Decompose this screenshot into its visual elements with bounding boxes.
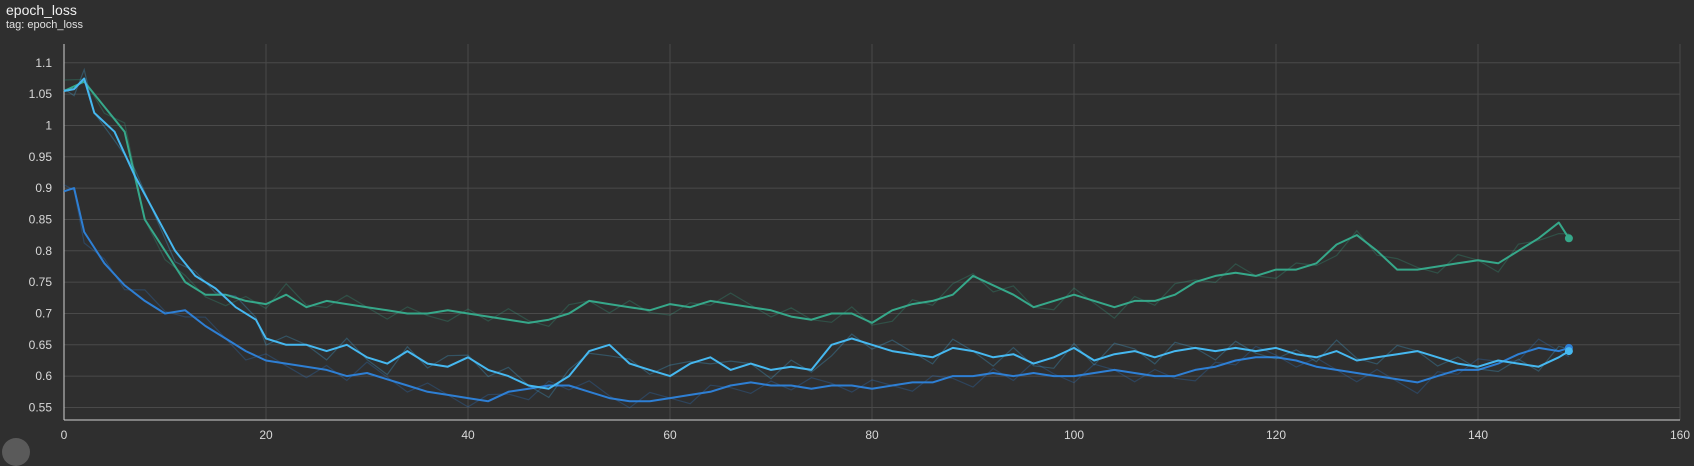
y-tick-label: 0.85 xyxy=(29,212,53,226)
x-tick-label: 80 xyxy=(865,428,879,442)
chart-header: epoch_loss tag: epoch_loss xyxy=(6,2,83,32)
series-end-point xyxy=(1564,234,1573,243)
x-tick-label: 120 xyxy=(1266,428,1286,442)
x-tick-label: 60 xyxy=(663,428,677,442)
y-tick-label: 0.7 xyxy=(35,306,52,320)
x-tick-label: 40 xyxy=(461,428,475,442)
series-line xyxy=(63,80,1570,324)
y-tick-label: 0.6 xyxy=(35,369,52,383)
x-tick-label: 140 xyxy=(1468,428,1488,442)
chart-tag: tag: epoch_loss xyxy=(6,19,84,31)
series-raw-line xyxy=(63,67,1570,399)
y-tick-label: 1.1 xyxy=(35,56,52,70)
series-line xyxy=(63,77,1570,390)
series-raw-line xyxy=(63,78,1569,327)
series-end-point xyxy=(1564,347,1573,356)
x-tick-label: 160 xyxy=(1670,428,1690,442)
y-tick-label: 0.9 xyxy=(35,181,52,195)
y-tick-label: 0.65 xyxy=(29,338,53,352)
series-raw-line xyxy=(63,184,1570,409)
y-tick-label: 0.95 xyxy=(29,150,53,164)
loss-chart: 0.55 0.6 0.65 0.7 0.75 0.8 0.85 0.9 0.95 1 1.05 1.1… xyxy=(29,44,1690,442)
y-tick-label: 1.05 xyxy=(29,87,53,101)
x-tick-label: 100 xyxy=(1064,428,1084,442)
toggle-button[interactable] xyxy=(2,438,30,466)
y-tick-label: 0.75 xyxy=(29,275,53,289)
y-tick-label: 0.55 xyxy=(29,400,53,414)
y-tick-label: 0.8 xyxy=(35,244,52,258)
chart-title: epoch_loss xyxy=(6,2,77,18)
x-tick-label: 20 xyxy=(259,428,273,442)
x-tick-label: 0 xyxy=(61,428,68,442)
y-tick-label: 1 xyxy=(45,118,52,132)
series-line xyxy=(63,187,1570,403)
